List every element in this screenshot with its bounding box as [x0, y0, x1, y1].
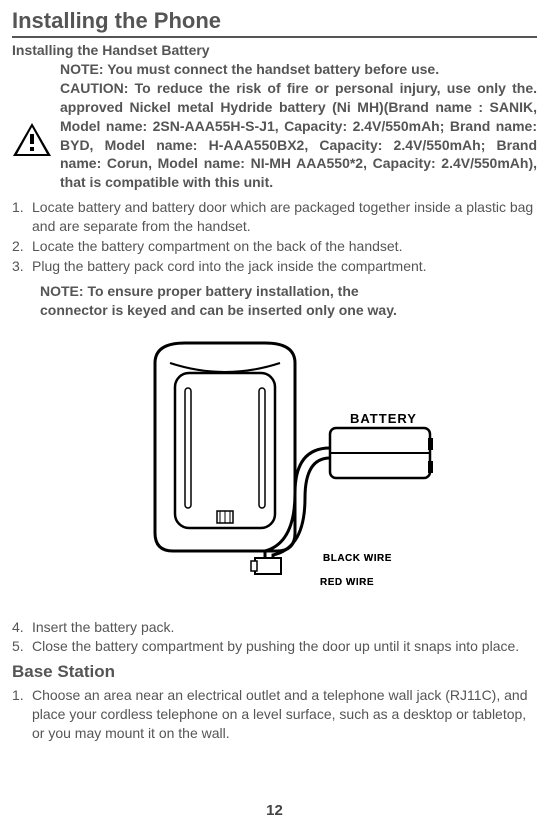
page-number: 12: [0, 802, 549, 819]
step-5-text: Close the battery compartment by pushing…: [32, 638, 519, 654]
caution-block: NOTE: You must connect the handset batte…: [12, 60, 537, 192]
caution-text: NOTE: You must connect the handset batte…: [60, 60, 537, 192]
base-step-1: 1.Choose an area near an electrical outl…: [32, 686, 537, 743]
base-step-1-text: Choose an area near an electrical outlet…: [32, 687, 527, 741]
steps-list-b: 4.Insert the battery pack. 5.Close the b…: [12, 618, 537, 657]
step-4-text: Insert the battery pack.: [32, 619, 174, 635]
section-heading-base: Base Station: [12, 662, 537, 682]
step-4: 4.Insert the battery pack.: [32, 618, 537, 637]
page-title: Installing the Phone: [12, 8, 537, 38]
step-2-text: Locate the battery compartment on the ba…: [32, 238, 402, 254]
step-5: 5.Close the battery compartment by pushi…: [32, 637, 537, 656]
svg-text:RED WIRE: RED WIRE: [320, 577, 374, 588]
svg-text:BLACK WIRE: BLACK WIRE: [323, 553, 392, 564]
step-3: 3.Plug the battery pack cord into the ja…: [32, 257, 537, 276]
section-heading-battery: Installing the Handset Battery: [12, 42, 537, 58]
step-3-text: Plug the battery pack cord into the jack…: [32, 258, 427, 274]
mid-note-line1: NOTE: To ensure proper battery installat…: [40, 283, 359, 299]
steps-list-a: 1.Locate battery and battery door which …: [12, 198, 537, 276]
step-1-text: Locate battery and battery door which ar…: [32, 199, 533, 234]
mid-note: NOTE: To ensure proper battery installat…: [40, 282, 537, 320]
caution-body: CAUTION: To reduce the risk of fire or p…: [60, 80, 537, 190]
battery-label: BATTERY: [350, 411, 417, 426]
battery-diagram: BATTERY BLACK WIRE BLACK WIRE RED WIRE R…: [12, 328, 537, 608]
step-2: 2.Locate the battery compartment on the …: [32, 237, 537, 256]
step-1: 1.Locate battery and battery door which …: [32, 198, 537, 236]
note-first-line: NOTE: You must connect the handset batte…: [60, 61, 439, 77]
warning-icon: [12, 88, 52, 192]
mid-note-line2: connector is keyed and can be inserted o…: [40, 302, 397, 318]
steps-list-base: 1.Choose an area near an electrical outl…: [12, 686, 537, 743]
